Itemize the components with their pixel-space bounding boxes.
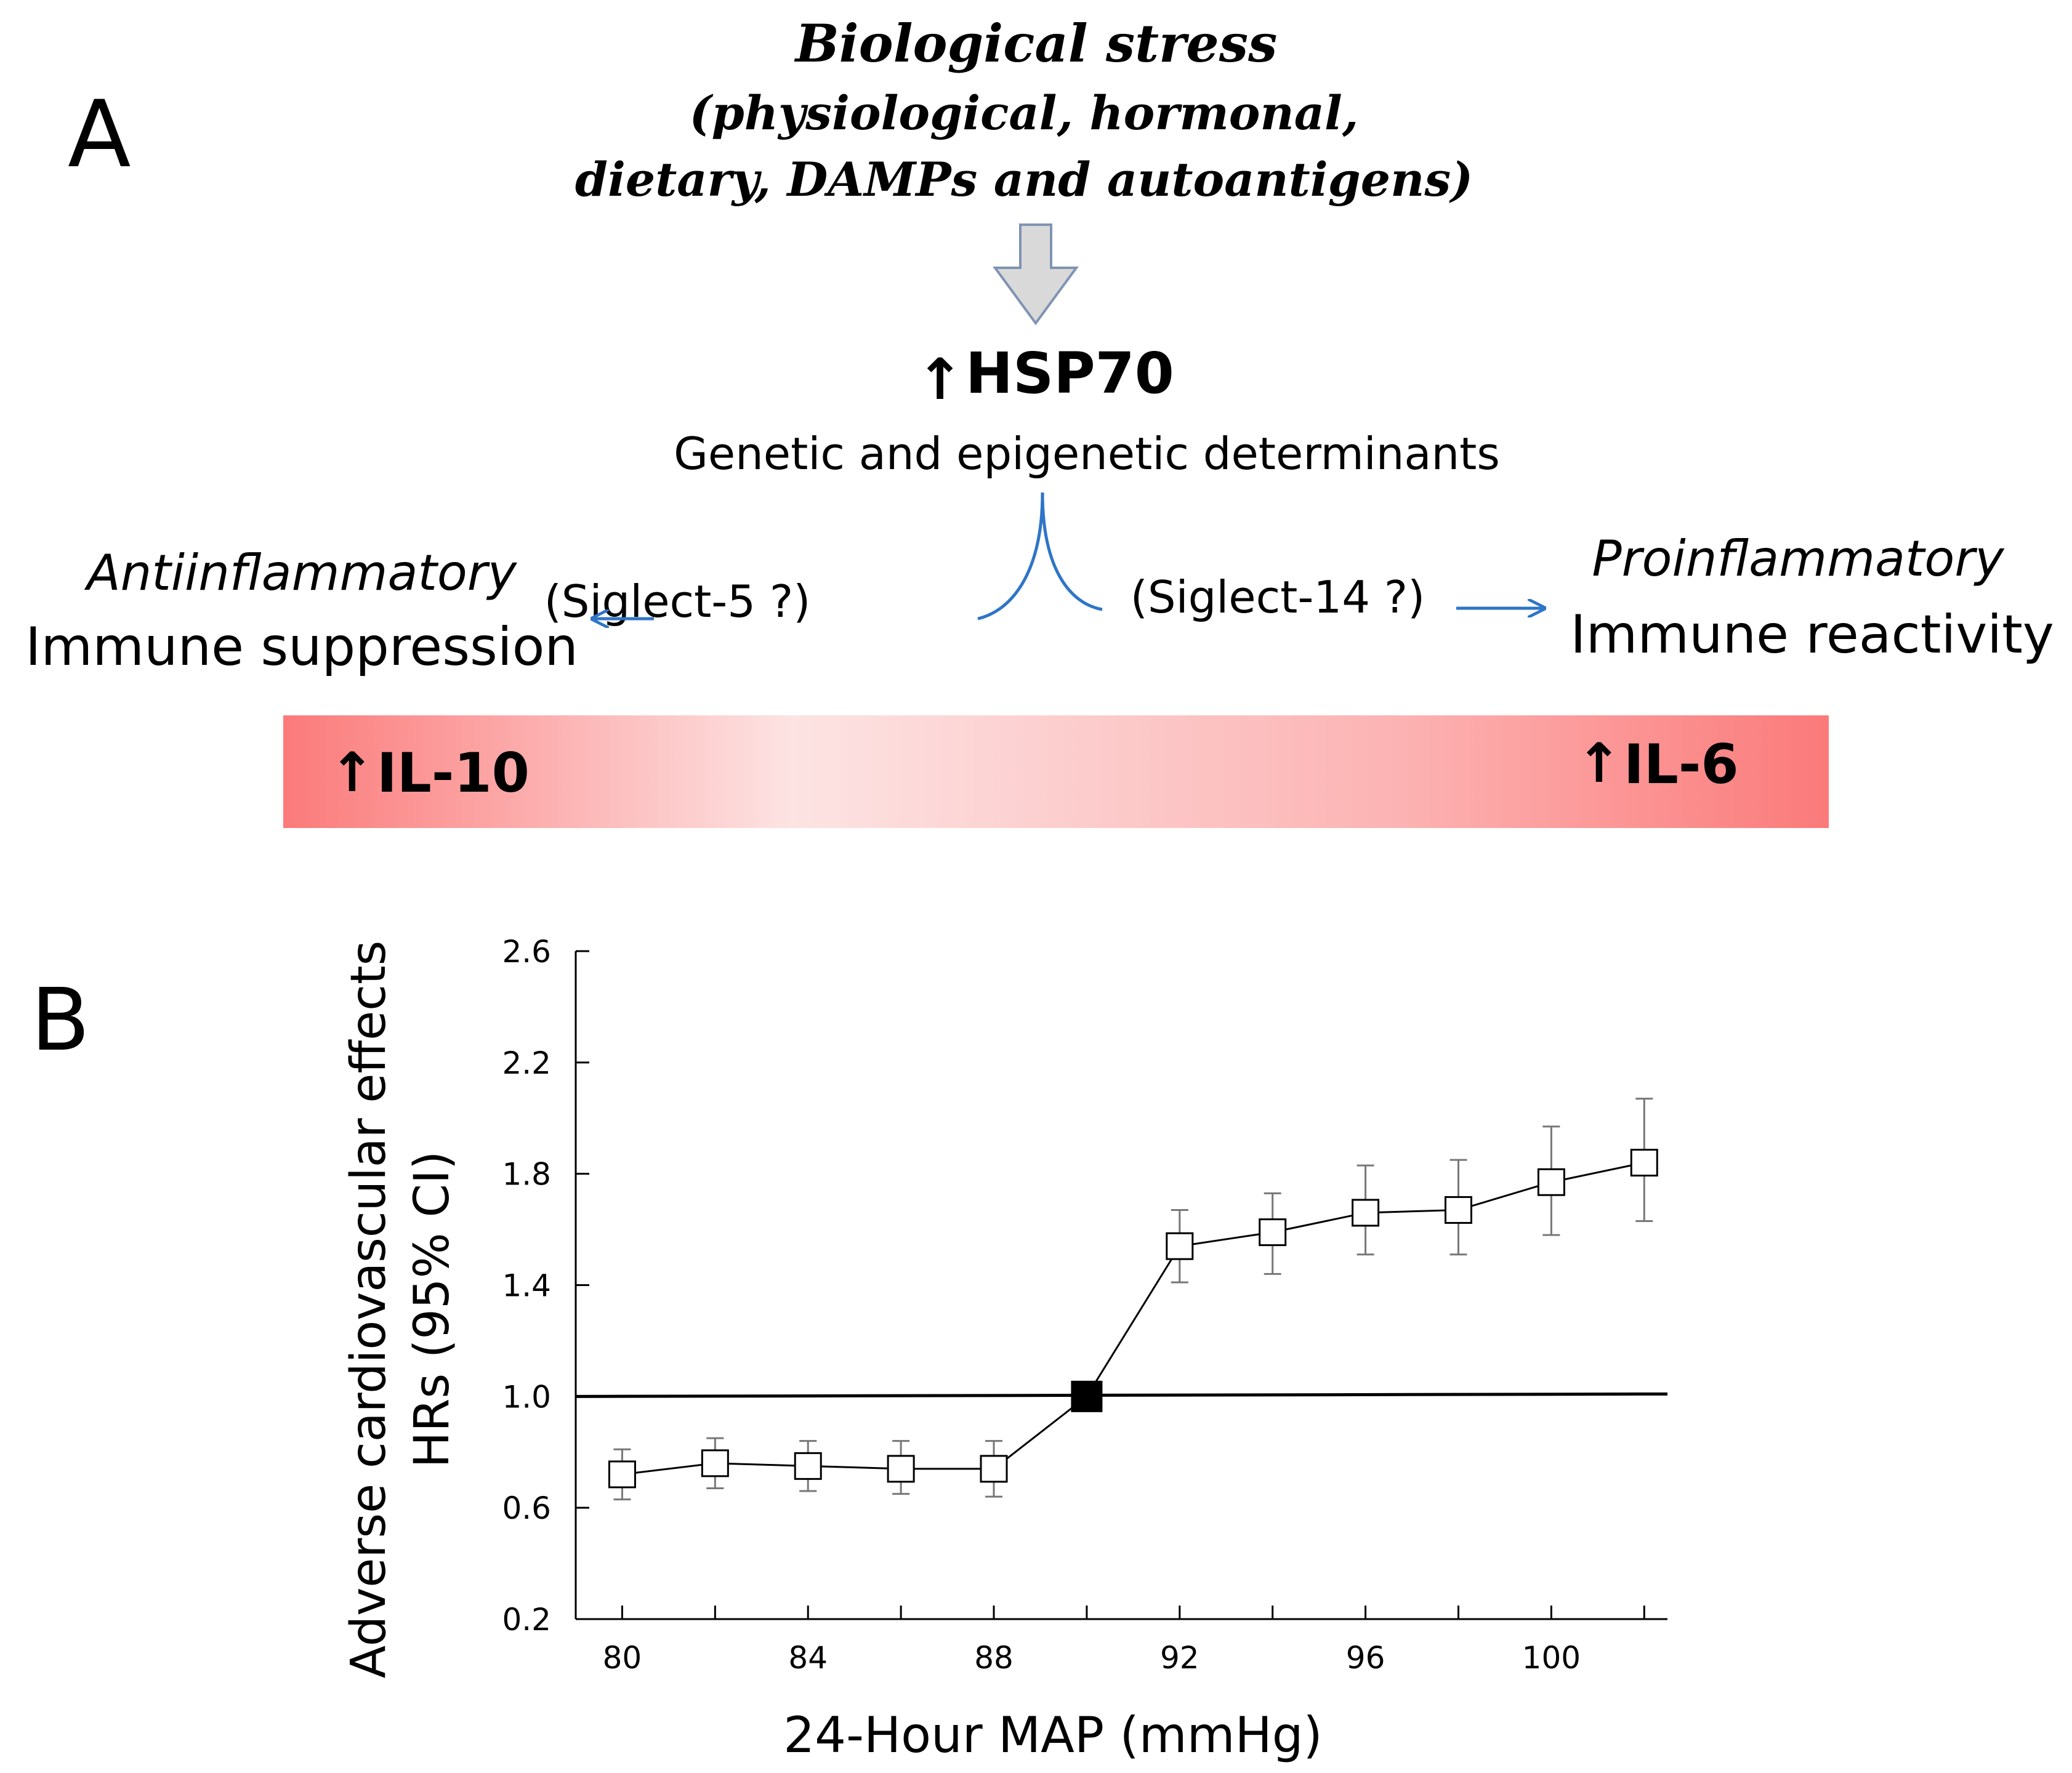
hsp70-label: HSP70 xyxy=(965,340,1174,406)
hsp70-arrow: ↑ xyxy=(916,347,964,412)
stress-line1: (physiological, hormonal, xyxy=(690,86,1359,140)
proinflammatory-label: Proinflammatory xyxy=(1592,530,2005,587)
reference-point-marker xyxy=(1071,1380,1103,1412)
error-bars xyxy=(613,1098,1653,1501)
siglec5-label: (Siglect-5 ?) xyxy=(544,576,811,627)
branch-left-curve xyxy=(977,492,1044,621)
siglec14-label: (Siglect-14 ?) xyxy=(1131,571,1425,623)
y-axis-title-line1: Adverse cardiovascular effects xyxy=(341,941,397,1679)
y-axis-title-line2: HRs (95% CI) xyxy=(405,1151,460,1468)
immune-reactivity-label: Immune reactivity xyxy=(1570,604,2054,665)
branch-right-curve xyxy=(1041,492,1103,611)
immune-suppression-label: Immune suppression xyxy=(25,616,578,678)
data-point-marker xyxy=(1630,1149,1658,1177)
il10-label: IL-10 xyxy=(377,741,530,805)
y-tick-label: 2.2 xyxy=(502,1045,551,1081)
data-point-marker xyxy=(701,1449,729,1478)
reference-line-hr-1 xyxy=(575,1392,1668,1398)
cytokine-gradient-bar xyxy=(283,715,1829,828)
data-point-marker xyxy=(980,1455,1008,1483)
il6-arrow: ↑ xyxy=(1576,731,1622,795)
y-tick-label: 2.6 xyxy=(502,934,551,970)
y-ticks: 0.2 0.6 1.0 1.4 1.8 2.2 2.6 xyxy=(502,934,589,1638)
panel-a-letter: A xyxy=(68,81,131,188)
y-tick-label: 0.2 xyxy=(502,1602,551,1638)
data-point-marker xyxy=(608,1460,636,1489)
hsp70-subtitle: Genetic and epigenetic determinants xyxy=(674,428,1500,480)
down-arrow-icon xyxy=(993,223,1079,326)
il6-label: IL-6 xyxy=(1624,733,1739,796)
data-point-marker xyxy=(1352,1199,1380,1227)
y-tick-label: 1.4 xyxy=(502,1268,551,1304)
data-point-marker xyxy=(1166,1232,1194,1260)
x-tick-label: 80 xyxy=(603,1640,642,1676)
data-point-marker xyxy=(794,1452,822,1480)
panel-b: B Adverse cardiovascular effects HRs (95… xyxy=(31,934,1668,1764)
x-tick-label: 84 xyxy=(788,1640,828,1676)
y-tick-label: 0.6 xyxy=(502,1490,551,1526)
data-point-marker xyxy=(1537,1168,1565,1196)
x-axis-title: 24-Hour MAP (mmHg) xyxy=(783,1707,1322,1764)
x-tick-label: 88 xyxy=(974,1640,1014,1676)
x-tick-label: 92 xyxy=(1160,1640,1199,1676)
antiinflammatory-label: Antiinflammatory xyxy=(84,544,518,601)
x-ticks: 80 84 88 92 96 100 xyxy=(603,1606,1645,1676)
hr-series-line xyxy=(622,1162,1645,1476)
il10-arrow: ↑ xyxy=(329,741,375,804)
panel-a: A Biological stress (physiological, horm… xyxy=(25,13,2054,828)
data-point-marker xyxy=(887,1455,915,1483)
data-markers xyxy=(608,1149,1658,1489)
data-point-marker xyxy=(1444,1196,1472,1224)
y-tick-label: 1.8 xyxy=(502,1157,551,1192)
y-tick-label: 1.0 xyxy=(502,1379,551,1415)
panel-b-letter: B xyxy=(31,970,90,1071)
data-point-marker xyxy=(1259,1218,1287,1247)
stress-line2: dietary, DAMPs and autoantigens) xyxy=(575,152,1473,207)
x-tick-label: 96 xyxy=(1346,1640,1385,1676)
x-tick-label: 100 xyxy=(1522,1640,1581,1676)
plot-area: 0.2 0.6 1.0 1.4 1.8 2.2 2.6 80 84 88 92 96 100 xyxy=(502,934,1668,1676)
stress-title: Biological stress xyxy=(794,13,1278,74)
